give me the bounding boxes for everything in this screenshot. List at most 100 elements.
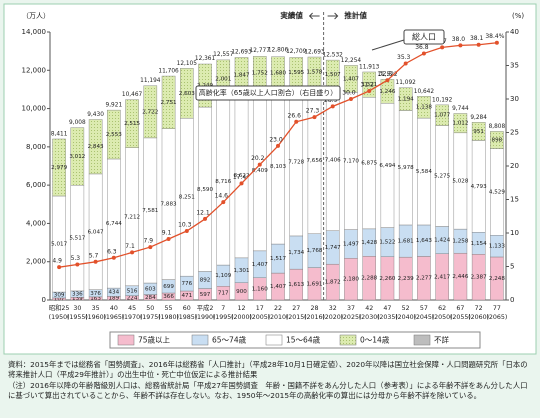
x-tick-year: (2005): [249, 314, 270, 321]
x-tick-label: 27: [292, 305, 300, 312]
segment-label: 699: [163, 284, 174, 290]
segment-label: 1,578: [306, 70, 322, 76]
bar-segment: [107, 109, 121, 160]
rate-label: 6.3: [107, 248, 117, 255]
x-tick-label: 28: [310, 305, 318, 312]
total-label: 8,808: [489, 124, 506, 130]
bar-segment: [88, 119, 103, 175]
segment-label: 603: [145, 286, 156, 292]
x-tick-label: 12: [238, 305, 246, 312]
segment-label: 5,517: [69, 236, 85, 242]
x-tick-year: (1960): [85, 314, 106, 321]
unit-left: （万人）: [22, 12, 50, 20]
total-label: 9,430: [87, 112, 104, 118]
x-tick-label: 35: [92, 305, 100, 312]
segment-label: 2,979: [51, 165, 67, 171]
segment-label: 1,258: [452, 239, 468, 245]
x-tick-label: 17: [256, 305, 264, 312]
x-tick-label: 77: [493, 305, 501, 312]
y2-tick-label: 30: [510, 95, 519, 103]
rate-point: [367, 88, 372, 93]
total-label: 12,693: [231, 50, 252, 56]
segment-label: 717: [218, 291, 229, 297]
rate-label: 4.9: [52, 258, 62, 265]
segment-label: 2,553: [106, 132, 122, 138]
segment-label: 1,847: [234, 73, 250, 79]
x-tick-year: (2025): [340, 314, 361, 321]
total-label: 11,522: [377, 72, 398, 78]
segment-label: 5,978: [398, 165, 414, 171]
rate-point: [239, 181, 244, 186]
segment-label: 1,321: [361, 82, 377, 88]
total-label: 9,744: [452, 106, 469, 112]
x-tick-label: 50: [146, 305, 154, 312]
segment-label: 2,260: [379, 276, 395, 282]
y-tick-label: 8,000: [26, 143, 46, 151]
segment-label: 139: [72, 296, 83, 302]
segment-label: 1,497: [343, 241, 359, 247]
y2-tick-label: 35: [510, 62, 519, 70]
x-tick-year: (2065): [486, 314, 507, 321]
rate-label: 5.7: [89, 252, 99, 259]
y2-tick-label: 40: [510, 28, 519, 36]
x-tick-year: (1950): [49, 314, 70, 321]
x-tick-year: (1980): [158, 314, 179, 321]
segment-label: 1,517: [270, 256, 286, 262]
y-tick-label: 4,000: [26, 219, 46, 227]
rate-point: [458, 43, 463, 48]
y-tick-label: 12,000: [22, 66, 47, 74]
segment-label: 309: [54, 292, 65, 298]
x-tick-year: (2035): [377, 314, 398, 321]
segment-label: 1,681: [398, 239, 414, 245]
segment-label: 1,138: [416, 105, 432, 111]
y2-tick-label: 20: [510, 162, 519, 170]
total-label: 12,709: [286, 49, 307, 55]
legend-swatch: [265, 334, 283, 346]
rate-point: [93, 259, 98, 264]
note-remark: （注）2016年以降の年齢階級別人口は、総務省統計局「平成27年国勢調査 年齢・…: [8, 381, 528, 400]
segment-label: 4,793: [471, 184, 487, 190]
rate-point: [403, 61, 408, 66]
segment-label: 2,180: [343, 277, 359, 283]
segment-label: 1,680: [270, 70, 286, 76]
y-tick-label: 2,000: [26, 258, 46, 266]
y-tick-label: 10,000: [22, 105, 47, 113]
bar-segment: [398, 87, 413, 111]
legend-label: 65～74歳: [212, 335, 247, 345]
total-label: 9,284: [470, 115, 487, 121]
segment-label: 516: [127, 288, 138, 294]
legend-swatch: [191, 334, 209, 346]
segment-label: 1,012: [452, 121, 468, 127]
rate-point: [130, 250, 135, 255]
x-tick-label: 7: [221, 305, 225, 312]
segment-label: 471: [181, 293, 192, 299]
legend-swatch: [413, 334, 431, 346]
rate-point: [257, 162, 262, 167]
segment-label: 2,001: [215, 77, 231, 83]
projected-label: 推計値: [344, 10, 367, 20]
rate-point: [421, 51, 426, 56]
total-label: 10,192: [432, 97, 453, 103]
rate-point: [221, 200, 226, 205]
rate-label: 26.6: [288, 112, 302, 119]
x-tick-year: (2040): [395, 314, 416, 321]
legend-label: 不詳: [434, 335, 449, 345]
segment-label: 1,428: [361, 240, 377, 246]
x-tick-year: (2000): [231, 314, 252, 321]
callout-box: [195, 85, 341, 101]
rate-label: 14.6: [215, 193, 229, 200]
x-tick-label: 40: [110, 305, 118, 312]
segment-label: 2,603: [179, 91, 195, 97]
bar-segment: [52, 138, 66, 197]
x-tick-label: 52: [402, 305, 410, 312]
total-label: 8,411: [51, 131, 68, 137]
x-tick-year: (2020): [322, 314, 343, 321]
legend-swatch: [117, 334, 135, 346]
y-tick-label: 6,000: [26, 181, 46, 189]
segment-label: 8,251: [179, 195, 195, 201]
total-label: 12,693: [304, 50, 325, 56]
total-label: 12,361: [195, 56, 216, 62]
segment-label: 2,446: [452, 274, 468, 280]
segment-label: 163: [90, 296, 101, 302]
